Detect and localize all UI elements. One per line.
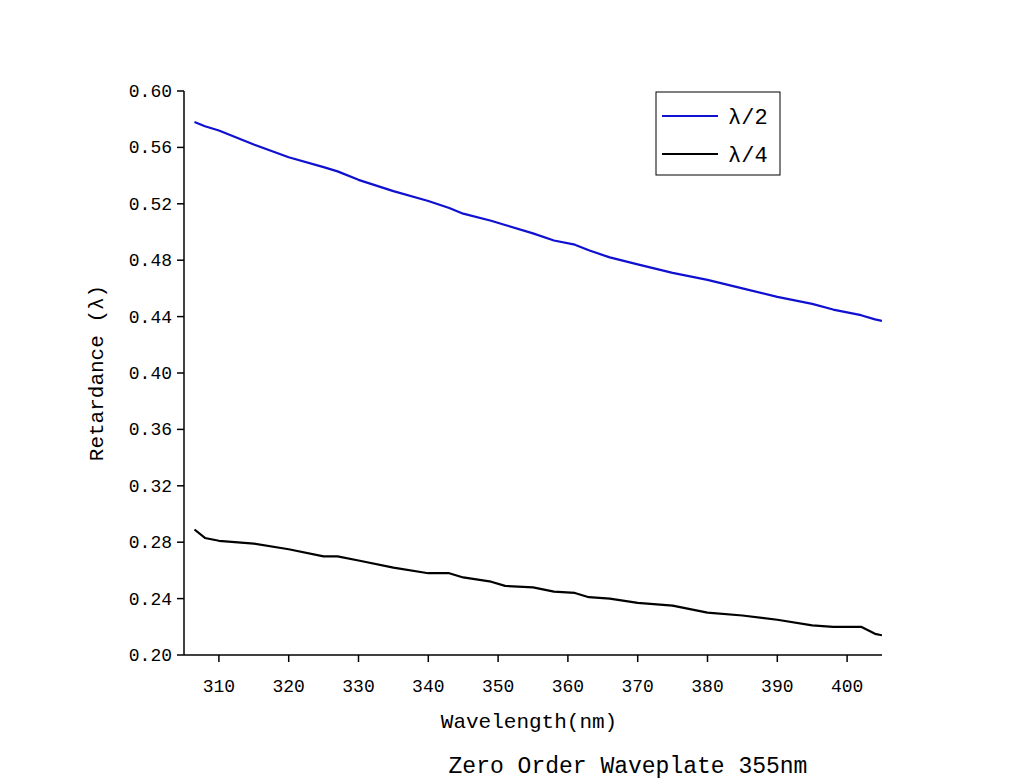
x-tick-label: 350 <box>482 677 514 697</box>
x-tick <box>497 655 499 662</box>
y-tick <box>177 372 184 374</box>
axes: 0.20 0.24 0.28 0.32 0.36 0.40 0.44 0.48 0.52 0.56… <box>129 82 882 697</box>
y-tick <box>177 485 184 487</box>
x-tick <box>777 655 779 662</box>
y-tick-label: 0.52 <box>129 195 172 215</box>
y-tick <box>177 259 184 261</box>
x-tick <box>428 655 430 662</box>
y-tick-label: 0.24 <box>129 590 172 610</box>
y-tick <box>177 429 184 431</box>
x-tick-label: 330 <box>342 677 374 697</box>
y-tick <box>177 203 184 205</box>
x-tick <box>846 655 848 662</box>
x-tick <box>567 655 569 662</box>
x-tick-label: 370 <box>621 677 653 697</box>
x-axis-label: Wavelength(nm) <box>441 711 617 734</box>
y-tick <box>177 90 184 92</box>
x-tick-label: 320 <box>272 677 304 697</box>
y-tick-label: 0.60 <box>129 82 172 102</box>
x-tick-label: 390 <box>761 677 793 697</box>
x-tick <box>637 655 639 662</box>
series-line <box>194 530 882 636</box>
y-tick <box>177 316 184 318</box>
legend-swatch <box>662 153 718 155</box>
legend-label: λ/2 <box>728 106 768 131</box>
y-axis-label: Retardance (λ) <box>86 285 109 461</box>
y-tick <box>177 541 184 543</box>
plot-area <box>194 122 882 635</box>
x-tick-label: 380 <box>691 677 723 697</box>
y-tick-label: 0.32 <box>129 477 172 497</box>
y-tick <box>177 598 184 600</box>
chart-title: Zero Order Waveplate 355nm <box>449 754 808 780</box>
y-tick-label: 0.28 <box>129 533 172 553</box>
legend-label: λ/4 <box>728 144 768 169</box>
y-tick-label: 0.20 <box>129 646 172 666</box>
x-tick <box>358 655 360 662</box>
x-tick <box>288 655 290 662</box>
chart-svg: 0.20 0.24 0.28 0.32 0.36 0.40 0.44 0.48 0.52 0.56… <box>0 0 1024 784</box>
y-tick <box>177 147 184 149</box>
y-tick-label: 0.56 <box>129 138 172 158</box>
x-tick-label: 310 <box>203 677 235 697</box>
legend-swatch <box>662 115 718 117</box>
legend-box <box>656 92 780 175</box>
y-tick-label: 0.36 <box>129 420 172 440</box>
x-tick-label: 400 <box>831 677 863 697</box>
y-tick-label: 0.48 <box>129 251 172 271</box>
y-tick-label: 0.44 <box>129 308 172 328</box>
x-tick <box>707 655 709 662</box>
x-tick-label: 340 <box>412 677 444 697</box>
legend: λ/2 λ/4 <box>656 92 780 175</box>
x-tick <box>218 655 220 662</box>
y-tick-label: 0.40 <box>129 364 172 384</box>
y-tick <box>177 654 184 656</box>
x-tick-label: 360 <box>552 677 584 697</box>
